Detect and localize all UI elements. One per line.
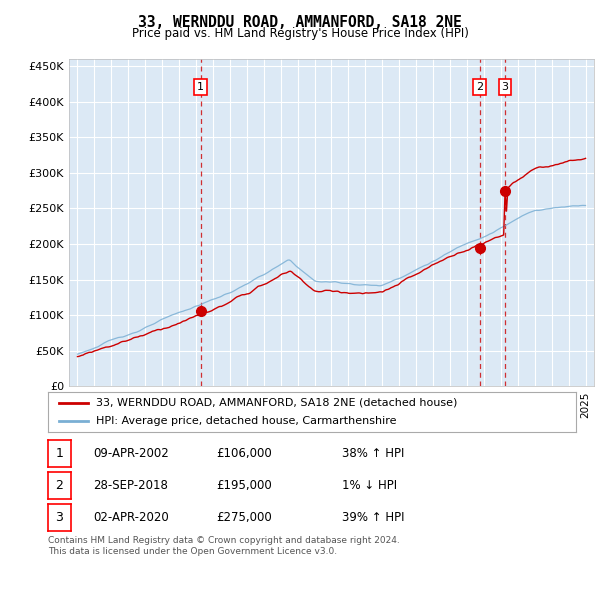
Text: Price paid vs. HM Land Registry's House Price Index (HPI): Price paid vs. HM Land Registry's House … [131,27,469,40]
Text: HPI: Average price, detached house, Carmarthenshire: HPI: Average price, detached house, Carm… [95,416,396,426]
Text: 3: 3 [55,511,64,524]
Text: 2: 2 [476,82,483,92]
Text: 1: 1 [55,447,64,460]
Text: Contains HM Land Registry data © Crown copyright and database right 2024.
This d: Contains HM Land Registry data © Crown c… [48,536,400,556]
Text: £275,000: £275,000 [216,511,272,524]
Text: 02-APR-2020: 02-APR-2020 [93,511,169,524]
Text: 1% ↓ HPI: 1% ↓ HPI [342,479,397,492]
Text: 3: 3 [502,82,509,92]
Text: 1: 1 [197,82,204,92]
Text: 2: 2 [55,479,64,492]
Text: £106,000: £106,000 [216,447,272,460]
Text: £195,000: £195,000 [216,479,272,492]
Text: 33, WERNDDU ROAD, AMMANFORD, SA18 2NE (detached house): 33, WERNDDU ROAD, AMMANFORD, SA18 2NE (d… [95,398,457,408]
Text: 33, WERNDDU ROAD, AMMANFORD, SA18 2NE: 33, WERNDDU ROAD, AMMANFORD, SA18 2NE [138,15,462,30]
Text: 09-APR-2002: 09-APR-2002 [93,447,169,460]
Text: 28-SEP-2018: 28-SEP-2018 [93,479,168,492]
Text: 38% ↑ HPI: 38% ↑ HPI [342,447,404,460]
Text: 39% ↑ HPI: 39% ↑ HPI [342,511,404,524]
